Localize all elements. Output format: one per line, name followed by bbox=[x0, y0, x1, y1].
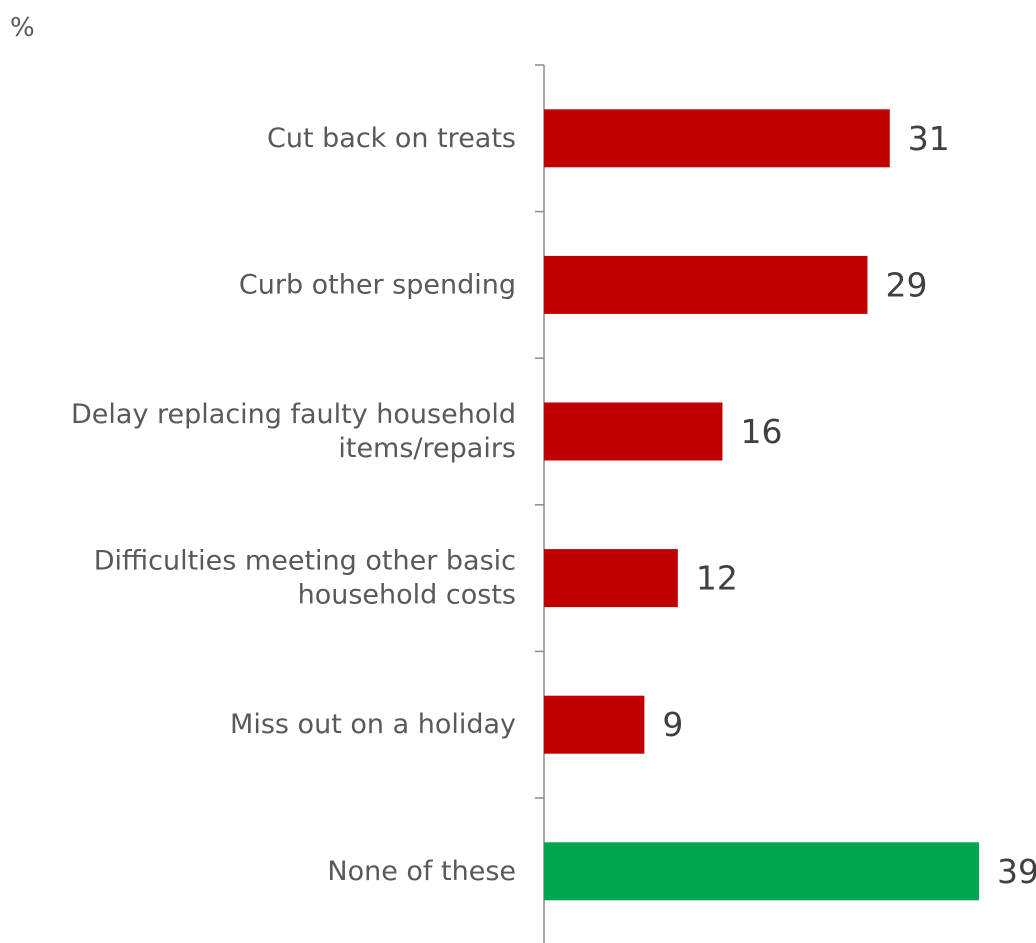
category-label: None of these bbox=[327, 856, 516, 887]
bar bbox=[544, 549, 678, 608]
category-label: Miss out on a holiday bbox=[230, 709, 516, 740]
category-label: Curb other spending bbox=[239, 269, 516, 300]
value-label: 29 bbox=[885, 265, 927, 304]
value-labels: 31 29 16 12 9 39 bbox=[662, 119, 1036, 891]
bars bbox=[544, 109, 979, 901]
unit-label: % bbox=[10, 13, 35, 43]
value-label: 31 bbox=[908, 119, 950, 158]
category-labels: Cut back on treats Curb other spending Del… bbox=[71, 123, 516, 887]
bar bbox=[544, 109, 890, 168]
value-label: 12 bbox=[696, 559, 738, 598]
value-label: 9 bbox=[662, 705, 683, 744]
category-label: items/repairs bbox=[338, 433, 516, 464]
bar bbox=[544, 842, 979, 901]
value-label: 39 bbox=[997, 852, 1036, 891]
category-label: household costs bbox=[298, 580, 516, 611]
category-label: Difficulties meeting other basic bbox=[94, 546, 516, 577]
category-label: Delay replacing faulty household bbox=[71, 399, 516, 430]
category-label: Cut back on treats bbox=[267, 123, 516, 154]
bar bbox=[544, 695, 645, 754]
category-axis bbox=[535, 64, 545, 943]
bar bbox=[544, 255, 868, 314]
bar bbox=[544, 402, 723, 461]
value-label: 16 bbox=[740, 412, 782, 451]
